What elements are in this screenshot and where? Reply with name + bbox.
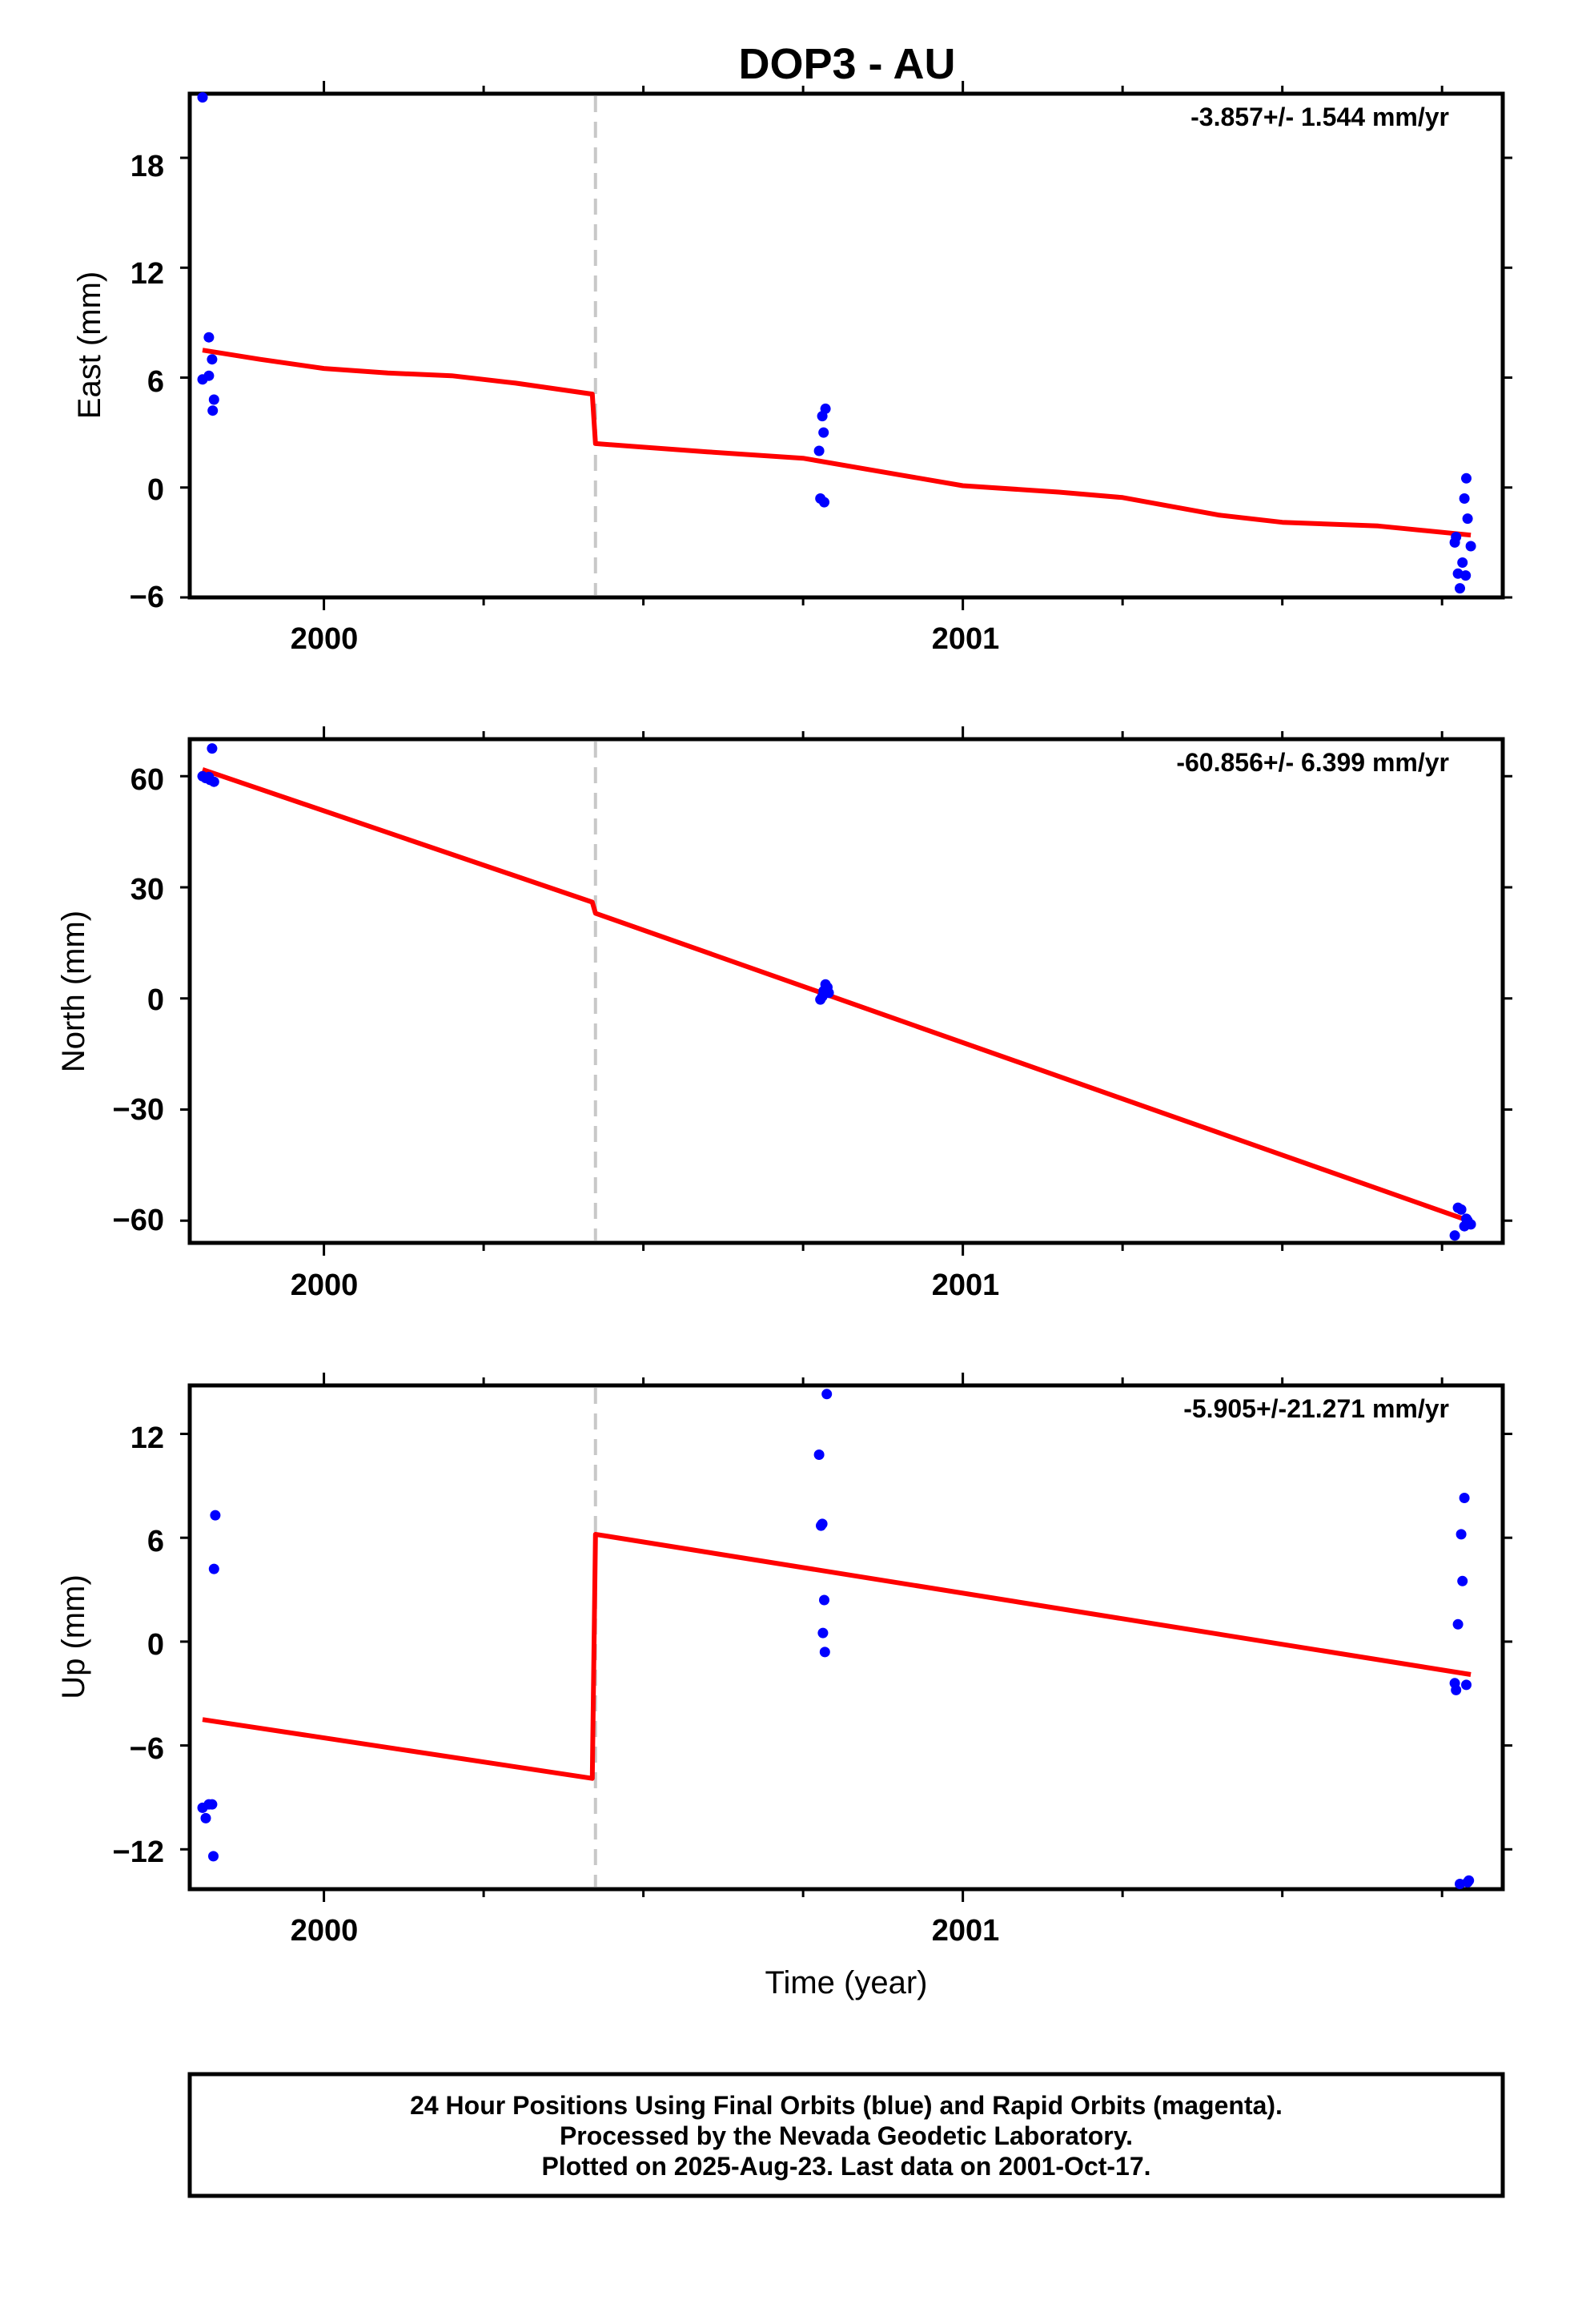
east-ytick-2: 6 <box>147 365 164 399</box>
east-data-point <box>208 394 219 405</box>
east-plot-frame <box>187 91 1505 600</box>
north-data-point <box>1461 1213 1472 1224</box>
up-data-point <box>207 1799 218 1810</box>
up-ytick-0: 12 <box>130 1421 164 1455</box>
north-ytick-4: −60 <box>113 1204 164 1237</box>
up-ytick-4: −12 <box>113 1835 164 1869</box>
east-axis-label: East (mm) <box>72 271 107 419</box>
up-xtick-2001: 2001 <box>932 1914 1000 1948</box>
east-data-point <box>197 92 208 103</box>
up-data-point <box>819 1647 830 1658</box>
east-data-point <box>1465 541 1476 552</box>
east-panel: -3.857+/- 1.544 mm/yr East (mm) 18 12 6 … <box>72 81 1512 656</box>
east-rate-label: -3.857+/- 1.544 mm/yr <box>1191 103 1449 131</box>
up-ytick-2: 0 <box>147 1628 164 1662</box>
east-data-point <box>1460 570 1472 581</box>
east-data-point <box>1462 513 1473 525</box>
up-plot-frame <box>187 1383 1505 1892</box>
up-xtick-2000: 2000 <box>291 1914 359 1948</box>
east-ytick-4: −6 <box>130 581 164 614</box>
up-data-point <box>200 1812 211 1823</box>
up-fit-line <box>202 1531 1472 1781</box>
north-data-point <box>818 986 829 996</box>
north-ytick-2: 0 <box>147 983 164 1017</box>
east-data-point <box>1455 583 1465 594</box>
up-data-point <box>208 1851 219 1862</box>
up-panel: -5.905+/-21.271 mm/yr Up (mm) 12 6 0 −6 … <box>56 1373 1512 1948</box>
up-data-point <box>1451 1684 1462 1695</box>
east-xtick-2001: 2001 <box>932 622 1000 656</box>
north-data-point <box>1449 1230 1460 1241</box>
footer-box: 24 Hour Positions Using Final Orbits (bl… <box>187 2072 1505 2198</box>
east-data-point <box>207 405 219 416</box>
north-xtick-2001: 2001 <box>932 1269 1000 1302</box>
north-fit-line <box>202 767 1472 1224</box>
footer-line-1: 24 Hour Positions Using Final Orbits (bl… <box>410 2091 1283 2120</box>
up-ytick-3: −6 <box>130 1732 164 1766</box>
east-data-point <box>1459 493 1470 504</box>
up-data-point <box>210 1510 221 1521</box>
east-ytick-0: 18 <box>130 150 164 183</box>
north-rate-label: -60.856+/- 6.399 mm/yr <box>1176 748 1449 777</box>
north-ytick-1: 30 <box>130 873 164 907</box>
footer-frame <box>187 2072 1505 2198</box>
east-xtick-2000: 2000 <box>291 622 359 656</box>
north-ytick-0: 60 <box>130 763 164 797</box>
up-axis-label: Up (mm) <box>56 1574 91 1699</box>
up-data-point <box>817 1627 829 1638</box>
north-data-point <box>207 743 218 754</box>
up-data-point <box>1464 1875 1475 1886</box>
up-data-point <box>1452 1618 1464 1630</box>
up-data-point <box>1461 1679 1472 1691</box>
east-data-point <box>820 403 831 414</box>
up-data-point <box>1456 1529 1467 1540</box>
east-data-point <box>207 354 218 365</box>
chart-title: DOP3 - AU <box>738 40 955 88</box>
up-rate-label: -5.905+/-21.271 mm/yr <box>1183 1394 1449 1423</box>
north-plot-frame <box>187 737 1505 1245</box>
up-data-point <box>1457 1575 1468 1586</box>
north-data-point <box>205 774 215 786</box>
east-data-point <box>203 332 215 343</box>
up-data-point <box>817 1518 828 1530</box>
up-data-point <box>208 1563 219 1574</box>
north-xtick-2000: 2000 <box>291 1269 359 1302</box>
north-panel: -60.856+/- 6.399 mm/yr North (mm) 60 30 … <box>56 726 1512 1302</box>
east-data-point <box>1461 472 1472 484</box>
footer-line-2: Processed by the Nevada Geodetic Laborat… <box>560 2121 1133 2150</box>
north-axis-label: North (mm) <box>56 911 91 1072</box>
east-ytick-1: 12 <box>130 257 164 291</box>
east-ytick-3: 0 <box>147 473 164 507</box>
up-data-point <box>821 1389 833 1400</box>
footer-line-3: Plotted on 2025-Aug-23. Last data on 200… <box>541 2152 1150 2181</box>
east-data-point <box>203 370 215 381</box>
east-data-point <box>819 497 829 508</box>
north-data-point <box>1456 1204 1467 1215</box>
x-axis-label: Time (year) <box>765 1965 928 2000</box>
up-data-point <box>813 1449 825 1460</box>
east-fit-line <box>202 348 1472 538</box>
east-data-point <box>813 445 825 456</box>
up-data-point <box>819 1594 829 1606</box>
east-data-point <box>1457 557 1468 568</box>
east-data-point <box>818 427 829 438</box>
north-ytick-3: −30 <box>113 1093 164 1127</box>
up-data-point <box>1459 1493 1470 1503</box>
east-data-point <box>1451 532 1462 542</box>
up-ytick-1: 6 <box>147 1525 164 1558</box>
